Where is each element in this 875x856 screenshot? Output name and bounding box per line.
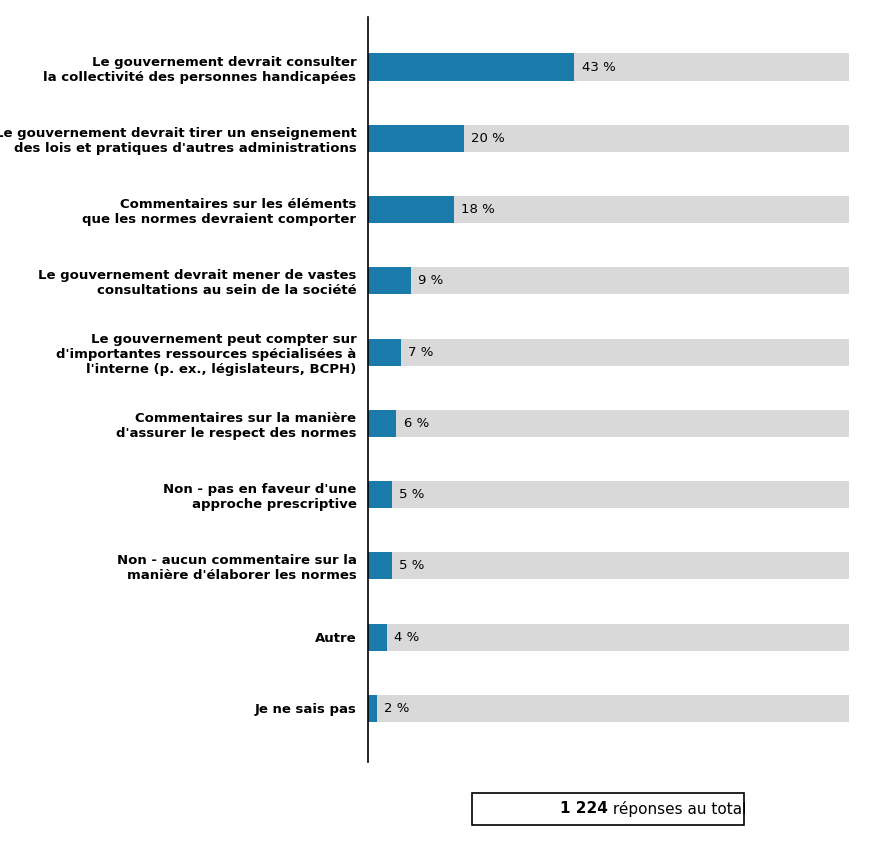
- Bar: [368, 623, 387, 651]
- Bar: [368, 125, 849, 152]
- Text: réponses au total: réponses au total: [608, 801, 746, 817]
- Bar: [368, 267, 849, 294]
- Bar: [368, 552, 392, 580]
- Bar: [368, 695, 849, 722]
- Text: 5 %: 5 %: [399, 488, 424, 501]
- Text: 18 %: 18 %: [461, 203, 495, 216]
- Bar: [368, 481, 392, 508]
- Text: 7 %: 7 %: [409, 346, 434, 359]
- Bar: [368, 53, 849, 80]
- Bar: [368, 338, 401, 366]
- Text: 2 %: 2 %: [384, 702, 410, 715]
- Bar: [368, 196, 454, 223]
- Text: 20 %: 20 %: [471, 132, 505, 145]
- Text: 43 %: 43 %: [582, 61, 615, 74]
- Text: 1 224: 1 224: [560, 801, 608, 817]
- Bar: [368, 267, 411, 294]
- Text: 6 %: 6 %: [403, 417, 429, 430]
- Bar: [368, 125, 464, 152]
- Bar: [368, 410, 849, 437]
- Text: 5 %: 5 %: [399, 559, 424, 573]
- Bar: [368, 695, 377, 722]
- Bar: [368, 552, 849, 580]
- Bar: [368, 53, 575, 80]
- Bar: [368, 410, 396, 437]
- Bar: [368, 196, 849, 223]
- Text: 4 %: 4 %: [394, 631, 419, 644]
- Bar: [368, 623, 849, 651]
- Bar: [368, 338, 849, 366]
- Text: 9 %: 9 %: [418, 274, 444, 288]
- Bar: [368, 481, 849, 508]
